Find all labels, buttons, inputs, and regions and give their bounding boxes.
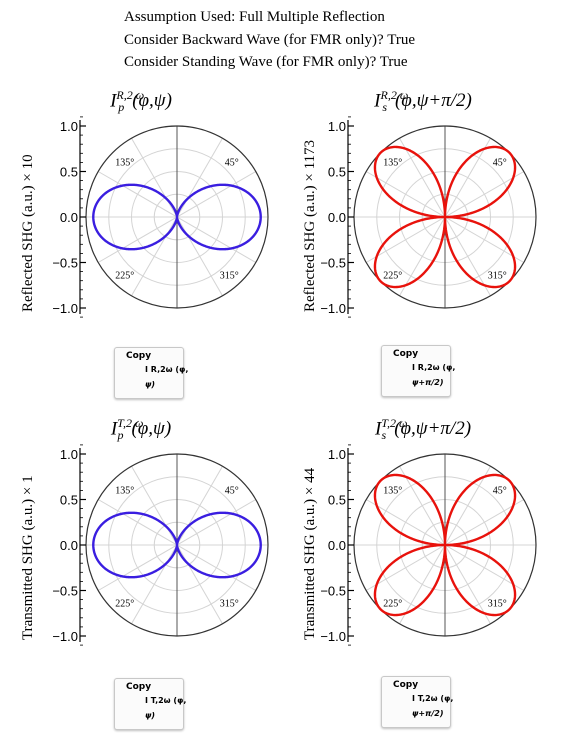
y-tick-label: 1.0 [60, 447, 78, 462]
title-subscript: s [381, 428, 387, 443]
copy-expression-line-1: I R,2ω (φ, [412, 363, 456, 372]
angle-label: 315° [488, 599, 507, 610]
y-tick-label: −0.5 [52, 256, 78, 271]
title-symbol: I [110, 90, 117, 112]
title-arguments: (φ,ψ+π/2) [394, 90, 472, 112]
angle-label: 315° [220, 599, 239, 610]
header-info: Assumption Used: Full Multiple Reflectio… [124, 6, 415, 74]
polar-plot: 1.0 0.5 0.0 −0.5 −1.0 135° 45° 225° 315° [320, 444, 537, 646]
header-line-2: Consider Backward Wave (for FMR only)? T… [124, 31, 415, 48]
copy-expression-line-2: ψ) [145, 380, 156, 389]
angle-label: 225° [115, 271, 134, 282]
y-tick-label: −0.5 [52, 584, 78, 599]
polar-curve [92, 511, 262, 579]
copy-button-reflected-p[interactable]: Copy I R,2ω (φ, ψ) [114, 347, 188, 399]
panel-reflected-s: IR,2 ωs (φ,ψ+π/2) Reflected SHG (a.u.) × 1… [282, 88, 564, 328]
y-tick-label: 0.0 [328, 210, 346, 225]
copy-expression-line-2: ψ) [145, 711, 156, 720]
copy-expression-line-2: ψ+π/2) [412, 378, 444, 387]
title-subscript: s [382, 100, 387, 115]
title-superscript: R,2 ω [380, 88, 409, 102]
angle-label: 135° [383, 157, 402, 168]
copy-expression-line-2: ψ+π/2) [412, 709, 444, 718]
title-superscript: T,2 ω [381, 416, 408, 430]
y-tick-label: −1.0 [320, 301, 346, 316]
copy-button-label: Copy [393, 349, 419, 359]
panel-title: IR,2 ωs (φ,ψ+π/2) [282, 88, 564, 115]
y-tick-label: −1.0 [52, 629, 78, 644]
polar-curve [373, 145, 517, 289]
angle-label: 45° [225, 157, 239, 168]
header-line-3: Consider Standing Wave (for FMR only)? T… [124, 54, 408, 70]
y-tick-label: −0.5 [320, 256, 346, 271]
angle-label: 225° [115, 599, 134, 610]
copy-button-transmitted-p[interactable]: Copy I T,2ω (φ, ψ) [114, 678, 187, 730]
copy-button-label: Copy [393, 680, 419, 690]
title-symbol: I [374, 418, 382, 440]
y-tick-label: 1.0 [60, 119, 78, 134]
angle-label: 45° [225, 485, 239, 496]
title-arguments: (φ,ψ) [131, 418, 172, 440]
y-tick-label: 0.0 [60, 210, 78, 225]
y-tick-label: 0.0 [328, 538, 346, 553]
polar-curve [92, 183, 262, 251]
angle-label: 135° [115, 485, 134, 496]
polar-plot: 1.0 0.5 0.0 −0.5 −1.0 135° 45° 225° 315° [52, 444, 269, 646]
title-superscript: R,2 ω [116, 88, 145, 102]
y-tick-label: 0.5 [60, 165, 78, 180]
y-tick-label: 0.5 [328, 493, 346, 508]
panel-transmitted-p: IT,2 ωp (φ,ψ) Transmitted SHG (a.u.) × 1 1.… [0, 416, 282, 656]
title-arguments: (φ,ψ) [132, 90, 172, 112]
angle-label: 45° [493, 157, 507, 168]
y-tick-label: −1.0 [52, 301, 78, 316]
angle-label: 225° [383, 271, 402, 282]
copy-expression-line-1: I T,2ω (φ, [412, 694, 454, 703]
polar-plot: 1.0 0.5 0.0 −0.5 −1.0 135° 45° 225° 315° [52, 116, 269, 318]
y-tick-label: 1.0 [328, 119, 346, 134]
copy-expression-line-1: I R,2ω (φ, [145, 365, 189, 374]
copy-button-transmitted-s[interactable]: Copy I T,2ω (φ, ψ+π/2) [381, 676, 454, 728]
header-line-1: Assumption Used: Full Multiple Reflectio… [124, 9, 385, 25]
angle-label: 135° [383, 485, 402, 496]
copy-expression-line-1: I T,2ω (φ, [145, 696, 187, 705]
polar-plot: 1.0 0.5 0.0 −0.5 −1.0 135° 45° 225° 315° [320, 116, 537, 318]
title-arguments: (φ,ψ+π/2) [394, 418, 472, 440]
y-tick-label: 0.5 [328, 165, 346, 180]
copy-button-label: Copy [126, 351, 152, 361]
title-symbol: I [110, 418, 118, 440]
panel-title: IR,2 ωp (φ,ψ) [0, 88, 282, 115]
title-subscript: p [117, 428, 124, 443]
title-superscript: T,2 ω [117, 416, 144, 430]
y-tick-label: −0.5 [320, 584, 346, 599]
polar-curve [373, 473, 517, 617]
y-tick-label: 0.5 [60, 493, 78, 508]
copy-button-reflected-s[interactable]: Copy I R,2ω (φ, ψ+π/2) [381, 345, 455, 397]
angle-label: 45° [493, 485, 507, 496]
copy-button-label: Copy [126, 682, 152, 692]
panel-title: IT,2 ωs (φ,ψ+π/2) [282, 416, 564, 443]
panel-transmitted-s: IT,2 ωs (φ,ψ+π/2) Transmitted SHG (a.u.) ×… [282, 416, 564, 656]
angle-label: 225° [383, 599, 402, 610]
y-tick-label: 0.0 [60, 538, 78, 553]
y-tick-label: 1.0 [328, 447, 346, 462]
panel-reflected-p: IR,2 ωp (φ,ψ) Reflected SHG (a.u.) × 10 1.0… [0, 88, 282, 328]
title-subscript: p [118, 100, 125, 115]
panel-title: IT,2 ωp (φ,ψ) [0, 416, 282, 443]
title-symbol: I [374, 90, 381, 112]
angle-label: 315° [220, 271, 239, 282]
y-tick-label: −1.0 [320, 629, 346, 644]
angle-label: 315° [488, 271, 507, 282]
angle-label: 135° [115, 157, 134, 168]
